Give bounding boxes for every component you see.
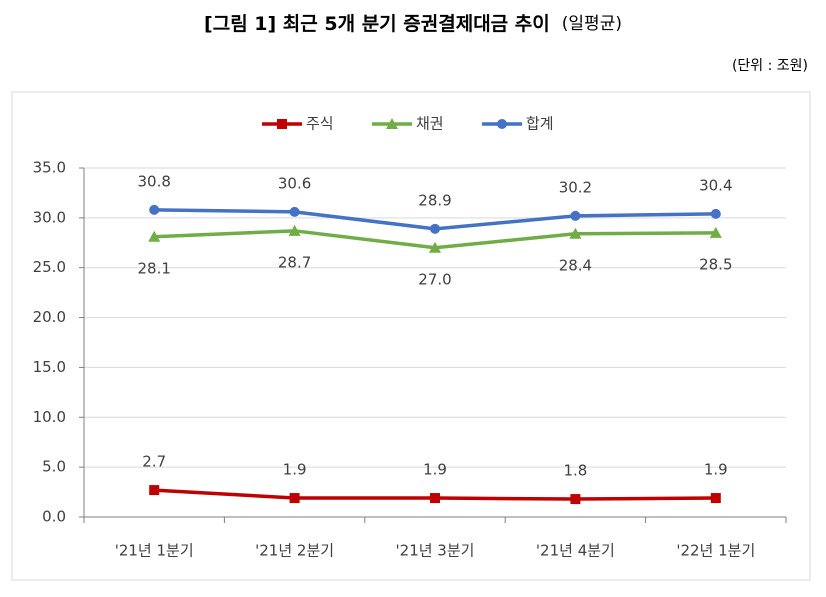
legend-label: 주식 xyxy=(306,115,334,133)
marker xyxy=(149,204,160,215)
marker xyxy=(289,493,300,504)
marker xyxy=(277,119,287,129)
marker xyxy=(710,208,721,219)
marker xyxy=(148,230,161,242)
x-tick-label: '21년 2분기 xyxy=(255,542,334,560)
marker xyxy=(570,494,581,505)
x-tick-label: '22년 1분기 xyxy=(676,542,755,560)
y-tick-label: 35.0 xyxy=(33,159,66,177)
x-tick-label: '21년 1분기 xyxy=(115,542,194,560)
chart-frame xyxy=(11,91,811,581)
data-label: 30.8 xyxy=(137,172,170,190)
marker xyxy=(570,210,581,221)
data-label: 30.4 xyxy=(699,176,732,194)
title-main: [그림 1] 최근 5개 분기 증권결제대금 추이 xyxy=(204,13,550,35)
marker xyxy=(288,224,301,236)
data-label: 27.0 xyxy=(418,270,451,288)
marker xyxy=(430,223,440,234)
marker xyxy=(430,493,440,504)
y-tick-label: 25.0 xyxy=(33,258,66,276)
marker xyxy=(289,206,300,217)
y-tick-label: 15.0 xyxy=(33,358,66,376)
marker xyxy=(149,485,160,496)
legend-label: 합계 xyxy=(526,115,554,133)
y-tick-label: 10.0 xyxy=(33,408,66,426)
data-label: 1.9 xyxy=(704,461,728,479)
data-label: 28.7 xyxy=(278,253,311,271)
y-tick-label: 5.0 xyxy=(42,458,66,476)
marker xyxy=(709,226,722,238)
y-tick-label: 30.0 xyxy=(33,208,66,226)
marker xyxy=(710,493,721,504)
y-tick-label: 20.0 xyxy=(33,308,66,326)
x-tick-label: '21년 4분기 xyxy=(536,542,615,560)
data-label: 1.9 xyxy=(283,461,307,479)
marker xyxy=(497,119,507,129)
data-label: 28.9 xyxy=(418,191,451,209)
unit-label: (단위 : 조원) xyxy=(732,58,808,74)
chart-title: [그림 1] 최근 5개 분기 증권결제대금 추이 (일평균) xyxy=(204,13,622,35)
data-label: 1.9 xyxy=(423,461,447,479)
data-label: 30.2 xyxy=(559,178,592,196)
data-label: 1.8 xyxy=(563,462,587,480)
data-label: 28.4 xyxy=(559,256,592,274)
title-note: (일평균) xyxy=(562,14,622,34)
marker xyxy=(429,241,441,253)
data-label: 2.7 xyxy=(142,453,166,471)
data-label: 28.5 xyxy=(699,255,732,273)
y-tick-label: 0.0 xyxy=(42,508,66,526)
x-tick-label: '21년 3분기 xyxy=(396,542,475,560)
marker xyxy=(386,118,398,129)
marker xyxy=(569,227,582,239)
data-label: 28.1 xyxy=(137,259,170,277)
legend-label: 채권 xyxy=(416,115,444,133)
data-label: 30.6 xyxy=(278,174,311,192)
